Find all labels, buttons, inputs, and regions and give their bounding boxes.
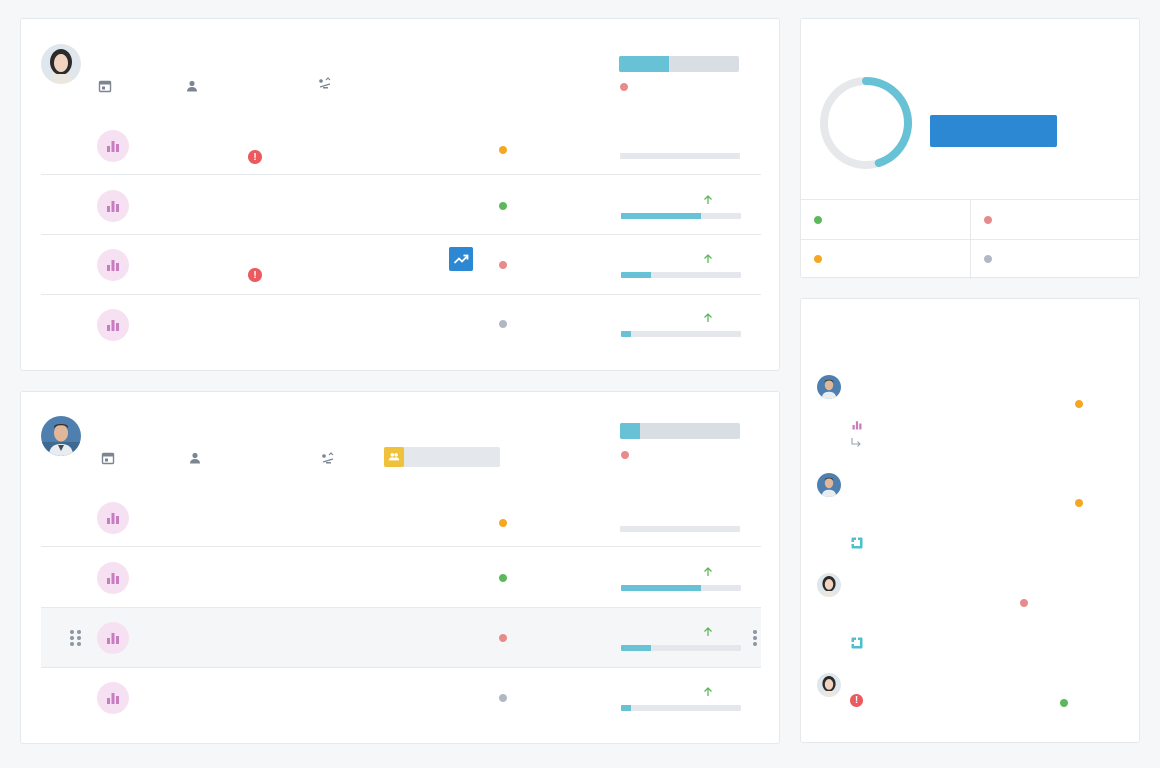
calendar-icon xyxy=(98,79,112,93)
status-dot xyxy=(499,146,507,154)
activity-feed-card: ! xyxy=(800,298,1140,743)
progress-fill xyxy=(620,423,641,439)
bar-chart-icon xyxy=(97,682,129,714)
arrow-up-icon xyxy=(703,254,713,264)
drag-handle-icon[interactable] xyxy=(70,630,81,646)
task-row[interactable] xyxy=(41,295,761,355)
stat-cell[interactable] xyxy=(801,199,971,239)
status-dot xyxy=(1020,599,1028,607)
stat-cell[interactable] xyxy=(801,239,971,279)
alert-icon: ! xyxy=(248,150,262,164)
reply-arrow-icon xyxy=(850,437,862,449)
status-dot xyxy=(499,202,507,210)
arrow-up-icon xyxy=(703,687,713,697)
status-dot xyxy=(814,255,822,263)
status-dot xyxy=(984,255,992,263)
task-row[interactable]: ! xyxy=(41,115,761,175)
bar-chart-icon xyxy=(851,419,863,431)
status-dot xyxy=(1060,699,1068,707)
task-progress-bar xyxy=(621,331,741,337)
progress-donut xyxy=(820,77,912,169)
bar-chart-icon xyxy=(97,249,129,281)
progress-fill xyxy=(619,56,670,72)
status-dot xyxy=(499,320,507,328)
status-dot xyxy=(499,694,507,702)
task-progress-bar xyxy=(621,213,741,219)
bar-chart-icon xyxy=(97,622,129,654)
task-progress-bar xyxy=(621,585,741,591)
status-dot xyxy=(814,216,822,224)
user-avatar[interactable] xyxy=(817,673,841,697)
person-icon xyxy=(188,451,202,465)
user-avatar[interactable] xyxy=(817,375,841,399)
person-icon xyxy=(185,79,199,93)
arrow-up-icon xyxy=(703,627,713,637)
stat-cell[interactable] xyxy=(970,239,1140,279)
overall-progress-bar xyxy=(620,423,740,439)
status-dot xyxy=(499,519,507,527)
team-badge[interactable] xyxy=(384,447,500,467)
task-row[interactable] xyxy=(41,175,761,235)
more-options-icon[interactable] xyxy=(753,630,757,646)
status-dot xyxy=(1075,400,1083,408)
project-card-1: ! ! xyxy=(20,18,780,371)
overall-progress-bar xyxy=(619,56,739,72)
owner-avatar[interactable] xyxy=(41,416,81,456)
task-progress-bar xyxy=(621,272,741,278)
stat-cell[interactable] xyxy=(970,199,1140,239)
bar-chart-icon xyxy=(97,309,129,341)
bar-chart-icon xyxy=(97,502,129,534)
project-card-2 xyxy=(20,391,780,744)
bar-chart-icon xyxy=(97,562,129,594)
balance-icon xyxy=(321,451,335,465)
task-progress-bar xyxy=(620,153,740,159)
status-dot xyxy=(499,261,507,269)
status-dot xyxy=(984,216,992,224)
bar-chart-icon xyxy=(97,190,129,222)
calendar-icon xyxy=(101,451,115,465)
puzzle-icon xyxy=(851,637,863,649)
arrow-up-icon xyxy=(703,567,713,577)
arrow-up-icon xyxy=(703,313,713,323)
summary-card xyxy=(800,18,1140,279)
status-dot xyxy=(621,451,629,459)
task-row[interactable] xyxy=(41,487,761,547)
owner-avatar[interactable] xyxy=(41,44,81,84)
user-avatar[interactable] xyxy=(817,573,841,597)
task-row[interactable] xyxy=(41,608,761,668)
trending-up-button[interactable] xyxy=(449,247,473,271)
task-row[interactable] xyxy=(41,548,761,608)
bar-chart-icon xyxy=(97,130,129,162)
arrow-up-icon xyxy=(703,195,713,205)
task-progress-bar xyxy=(621,645,741,651)
task-row[interactable] xyxy=(41,668,761,728)
task-progress-bar xyxy=(621,705,741,711)
primary-action-button[interactable] xyxy=(930,115,1057,147)
status-dot xyxy=(1075,499,1083,507)
group-icon xyxy=(384,447,404,467)
puzzle-icon xyxy=(851,537,863,549)
status-dot xyxy=(499,574,507,582)
status-dot xyxy=(620,83,628,91)
alert-icon: ! xyxy=(850,694,863,707)
user-avatar[interactable] xyxy=(817,473,841,497)
task-progress-bar xyxy=(620,526,740,532)
balance-icon xyxy=(318,76,332,90)
alert-icon: ! xyxy=(248,268,262,282)
status-dot xyxy=(499,634,507,642)
task-row[interactable]: ! xyxy=(41,235,761,295)
